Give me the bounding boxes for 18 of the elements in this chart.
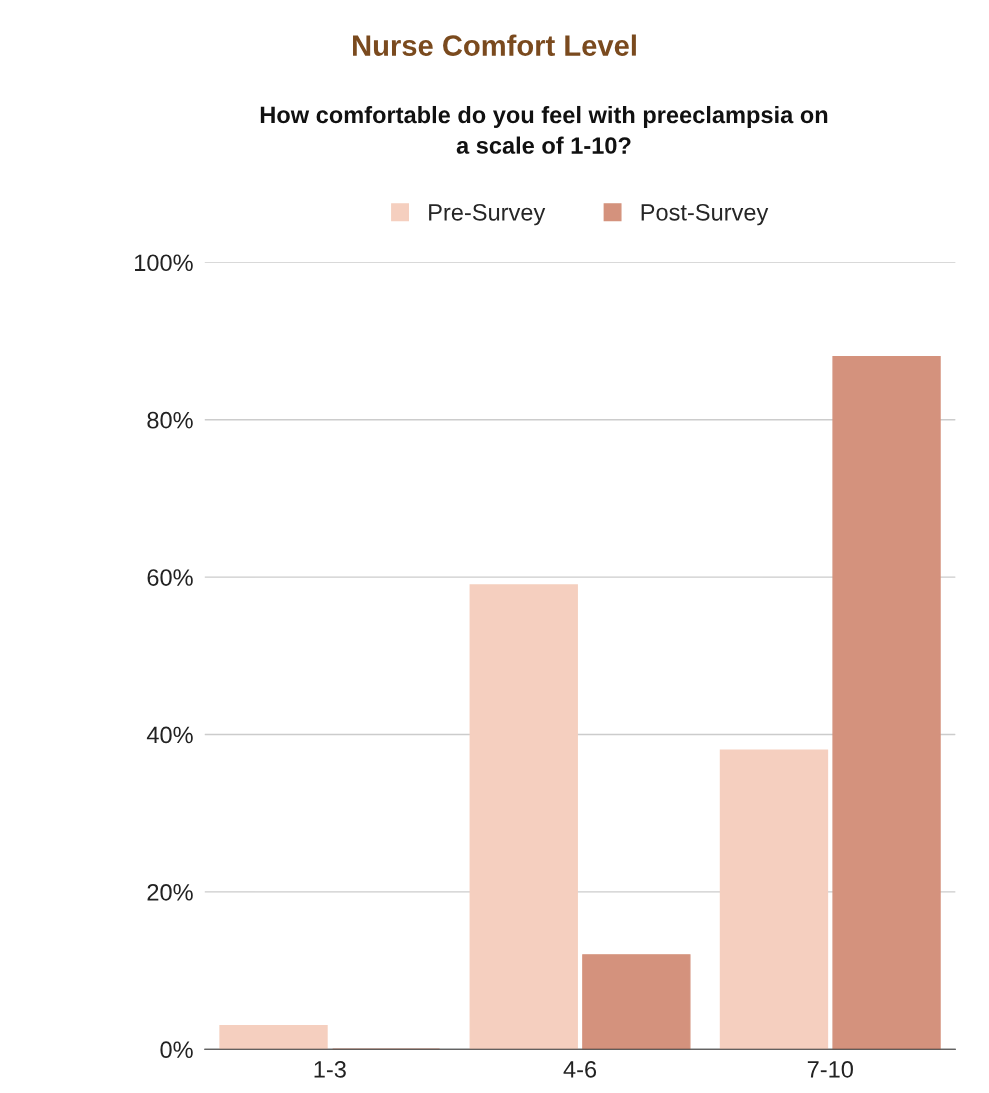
y-tick-label: 100% — [135, 254, 193, 272]
bar — [582, 954, 691, 1050]
x-tick-label: 4-6 — [563, 1061, 597, 1078]
bar — [469, 584, 578, 1050]
x-tick-label: 1-3 — [314, 1061, 346, 1078]
y-tick-label: 40% — [146, 726, 193, 744]
bar — [719, 749, 829, 1050]
chart-subtitle: How comfortable do you feel with preeclampsia on a scale of 1-10? — [260, 105, 828, 154]
legend-label: Post-Survey — [641, 203, 769, 226]
bar — [219, 1024, 328, 1050]
y-tick-label: 20% — [147, 883, 193, 901]
x-tick-label: 7-10 — [807, 1061, 853, 1078]
y-tick-label: 60% — [147, 569, 193, 586]
y-tick-label: 80% — [147, 411, 193, 429]
legend-label: Pre-Survey — [429, 203, 546, 226]
y-tick-label: 0% — [160, 1041, 193, 1059]
chart-title: Nurse Comfort Level — [353, 34, 636, 56]
bar — [832, 356, 941, 1050]
